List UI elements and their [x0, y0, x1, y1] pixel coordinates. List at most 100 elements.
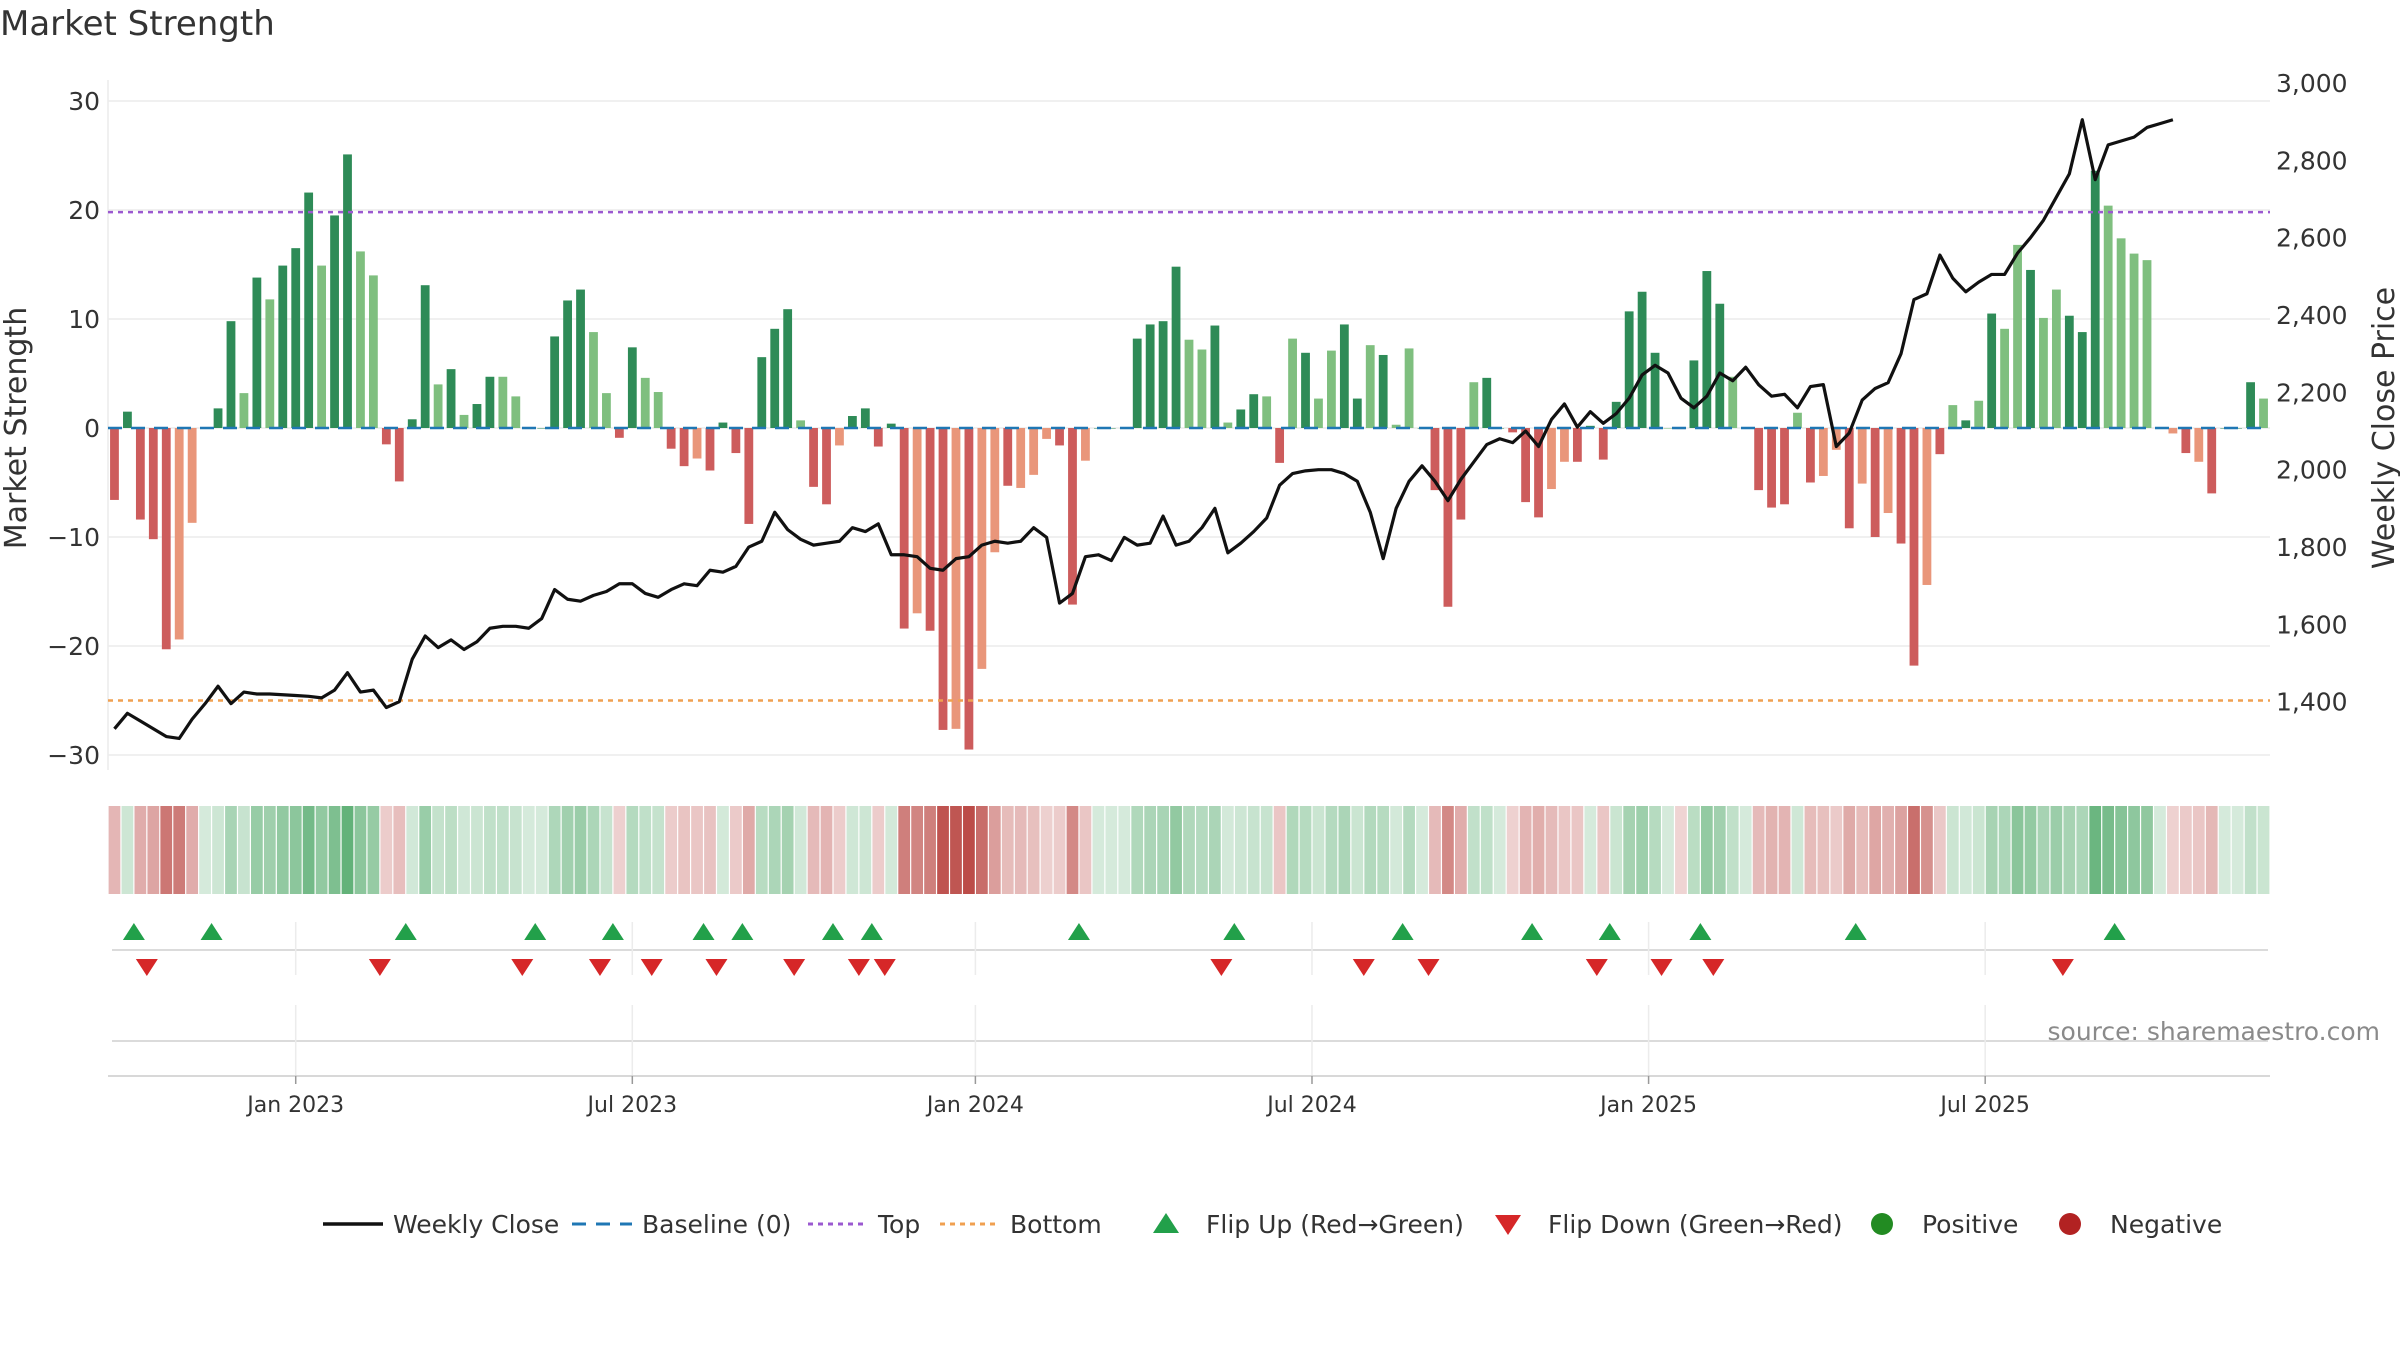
heat-cell [2115, 806, 2127, 894]
strength-bar [498, 376, 508, 428]
x-tick-label: Jul 2023 [586, 1093, 678, 1118]
strength-bar [368, 275, 378, 428]
heat-cell [121, 806, 134, 894]
heat-cell [1390, 806, 1403, 894]
heat-cell [859, 806, 872, 894]
heat-cell [1247, 806, 1260, 894]
heat-cell [2231, 806, 2244, 894]
flip-up-marker [1391, 923, 1414, 940]
flip-up-marker [860, 923, 883, 940]
left-tick-label: −20 [47, 632, 100, 661]
heat-cell [963, 806, 975, 894]
strength-bar [394, 428, 404, 482]
strength-bar [1961, 420, 1971, 428]
strength-bar [446, 369, 456, 428]
heat-cell [768, 806, 781, 894]
heat-cell [341, 806, 354, 894]
strength-bar [873, 428, 883, 447]
heat-cell [1105, 806, 1118, 894]
heat-cell [1429, 806, 1441, 894]
heat-cell [2154, 806, 2166, 894]
right-tick-label: 3,000 [2276, 69, 2348, 98]
heat-cell [1467, 806, 1480, 894]
heat-cell [1260, 806, 1273, 894]
heat-cell [1985, 806, 1998, 894]
strength-bar [602, 393, 611, 428]
heat-cell [1972, 806, 1985, 894]
strength-bar [239, 393, 249, 428]
strength-bar [692, 428, 702, 459]
flip-down-marker [1585, 959, 1608, 976]
heat-cell [1830, 806, 1843, 894]
heat-cell [1377, 806, 1390, 894]
heat-cell [950, 806, 962, 894]
chart-title: Market Strength [0, 4, 275, 44]
heat-cell [1558, 806, 1571, 894]
heat-cell [755, 806, 768, 894]
strength-bar [511, 396, 521, 428]
heat-cell [1196, 806, 1208, 894]
strength-bar [1430, 428, 1440, 491]
strength-bar [304, 192, 314, 428]
heat-cell [1921, 806, 1933, 894]
flip-down-marker [511, 959, 534, 976]
x-tick-label: Jan 2023 [245, 1093, 344, 1118]
heat-cell [393, 806, 406, 894]
heat-cell [1183, 806, 1195, 894]
strength-bar [459, 414, 469, 428]
strength-bar [1029, 428, 1039, 475]
strength-bar [356, 251, 365, 428]
heat-cell [1765, 806, 1778, 894]
strength-bar [472, 404, 482, 428]
flip-up-marker [692, 923, 715, 940]
strength-bar [1016, 428, 1026, 488]
left-axis-ticks: 30 20 10 0 −10 −20 −30 [47, 87, 100, 770]
heat-cell [1791, 806, 1804, 894]
strength-bar [110, 428, 119, 500]
heat-cell [1700, 806, 1713, 894]
strength-bar [1236, 409, 1246, 428]
legend-flip-up-red-green-swatch [1153, 1213, 1179, 1233]
flip-up-marker [1689, 923, 1712, 940]
strength-bar [951, 428, 961, 729]
heat-cell [458, 806, 470, 894]
flip-up-marker [122, 923, 145, 940]
strength-bar [2090, 170, 2100, 428]
strength-bar [1870, 428, 1880, 537]
strength-bar [1210, 325, 1220, 428]
heat-cell [2011, 806, 2024, 894]
heat-cell [419, 806, 432, 894]
flip-down-marker [1210, 959, 1233, 976]
heat-cell [509, 806, 522, 894]
heat-cell [911, 806, 924, 894]
strength-bar [640, 377, 650, 428]
heat-cell [251, 806, 263, 894]
heat-cell [652, 806, 665, 894]
strength-bar [2064, 315, 2074, 428]
strength-bar [860, 408, 870, 428]
flip-down-marker [1352, 959, 1375, 976]
heat-cell [328, 806, 341, 894]
heat-cell [2244, 806, 2257, 894]
x-tick-label: Jul 2024 [1265, 1093, 1357, 1118]
heat-cell [302, 806, 315, 894]
heat-cell [1959, 806, 1972, 894]
flip-down-marker [2051, 959, 2074, 976]
strength-bar [2246, 382, 2255, 428]
strength-bar [1806, 428, 1815, 483]
strength-bar [1223, 422, 1233, 428]
strength-bar [614, 428, 624, 438]
heat-cell [2167, 806, 2179, 894]
heat-cell [1636, 806, 1648, 894]
heat-cell [1662, 806, 1674, 894]
heat-cell [807, 806, 820, 894]
strength-bar [925, 428, 935, 631]
strength-bar [2000, 328, 2009, 428]
strength-bar [990, 428, 1000, 553]
heat-cell [2218, 806, 2231, 894]
strength-bar [1068, 428, 1077, 605]
heat-cell [1092, 806, 1105, 894]
legend-positive-label: Positive [1922, 1210, 2018, 1239]
strength-bar [2129, 253, 2139, 428]
heat-cell [1882, 806, 1894, 894]
